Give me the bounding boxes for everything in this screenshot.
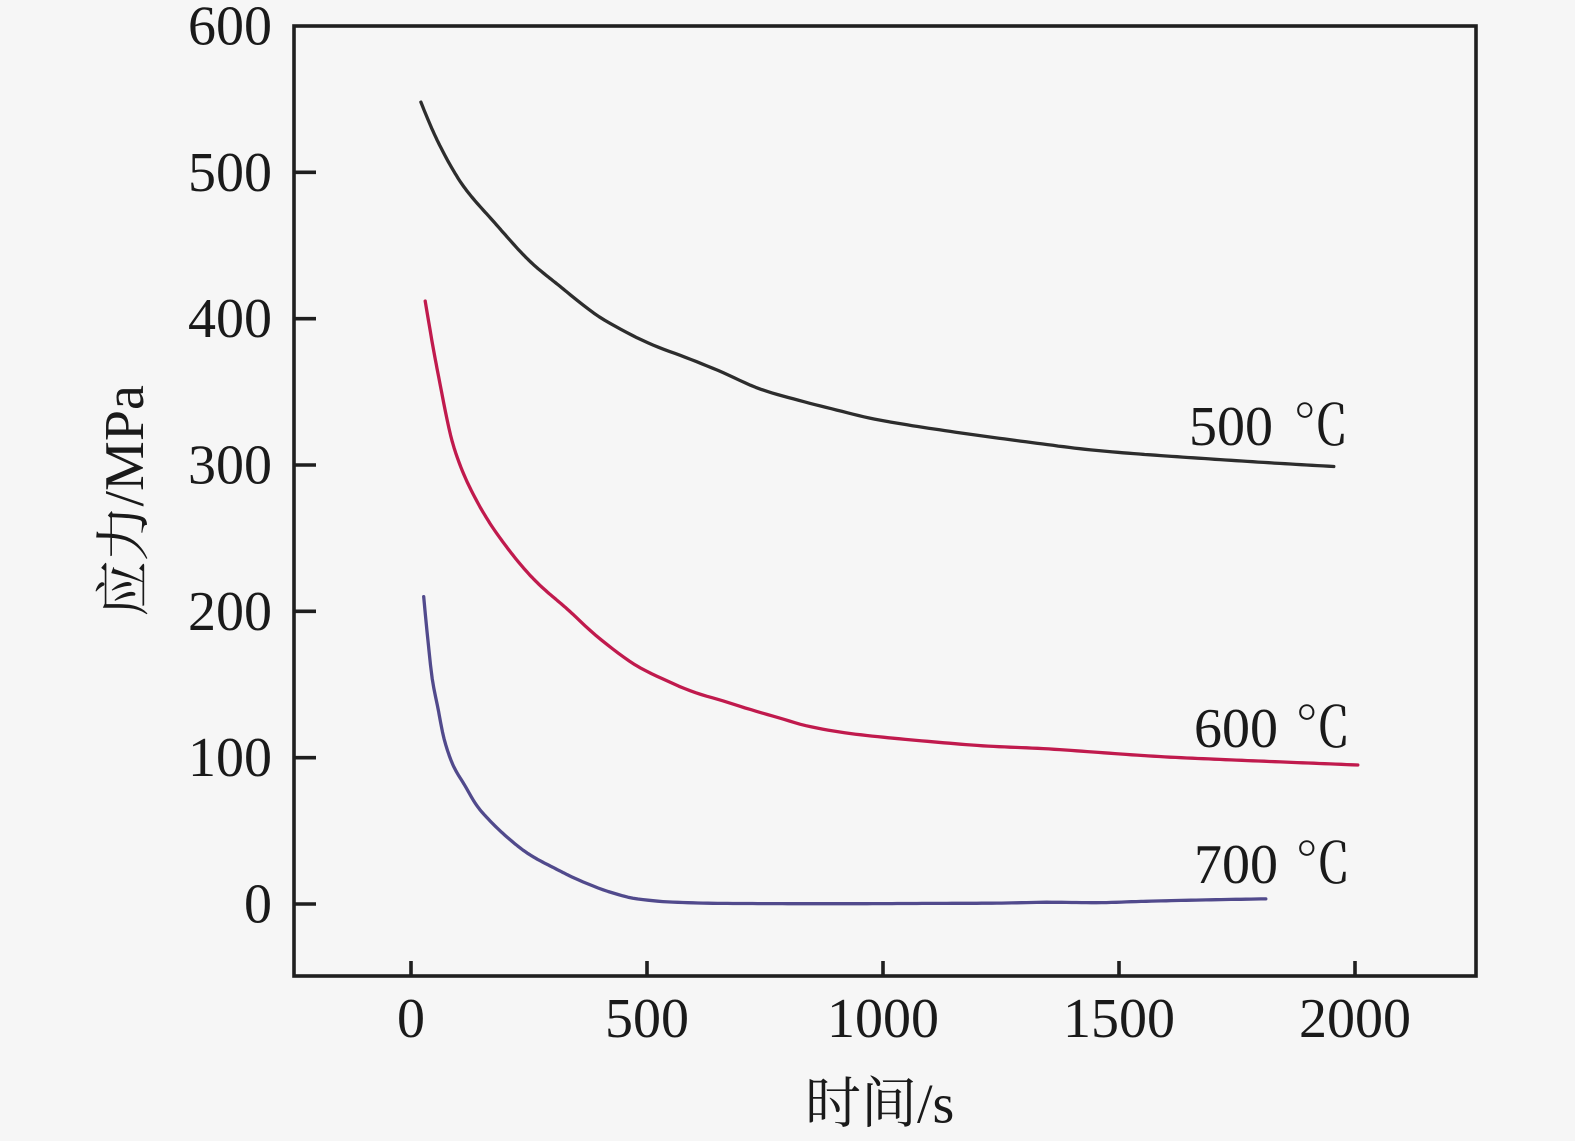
svg-text:200: 200 — [188, 581, 272, 643]
svg-text:300: 300 — [188, 435, 272, 497]
svg-text:700: 700 — [1194, 834, 1278, 896]
svg-text:/s: /s — [917, 1074, 954, 1136]
svg-text:500: 500 — [605, 988, 689, 1050]
svg-text:500: 500 — [1189, 396, 1273, 458]
svg-text:/MPa: /MPa — [94, 385, 156, 506]
svg-text:600: 600 — [1194, 698, 1278, 760]
svg-text:100: 100 — [188, 727, 272, 789]
svg-text:2000: 2000 — [1299, 988, 1411, 1050]
svg-text:0: 0 — [244, 874, 272, 936]
svg-text:600: 600 — [188, 0, 272, 58]
svg-text:1000: 1000 — [827, 988, 939, 1050]
svg-text:400: 400 — [188, 288, 272, 350]
svg-text:1500: 1500 — [1063, 988, 1175, 1050]
svg-text:0: 0 — [397, 988, 425, 1050]
svg-text:500: 500 — [188, 142, 272, 204]
